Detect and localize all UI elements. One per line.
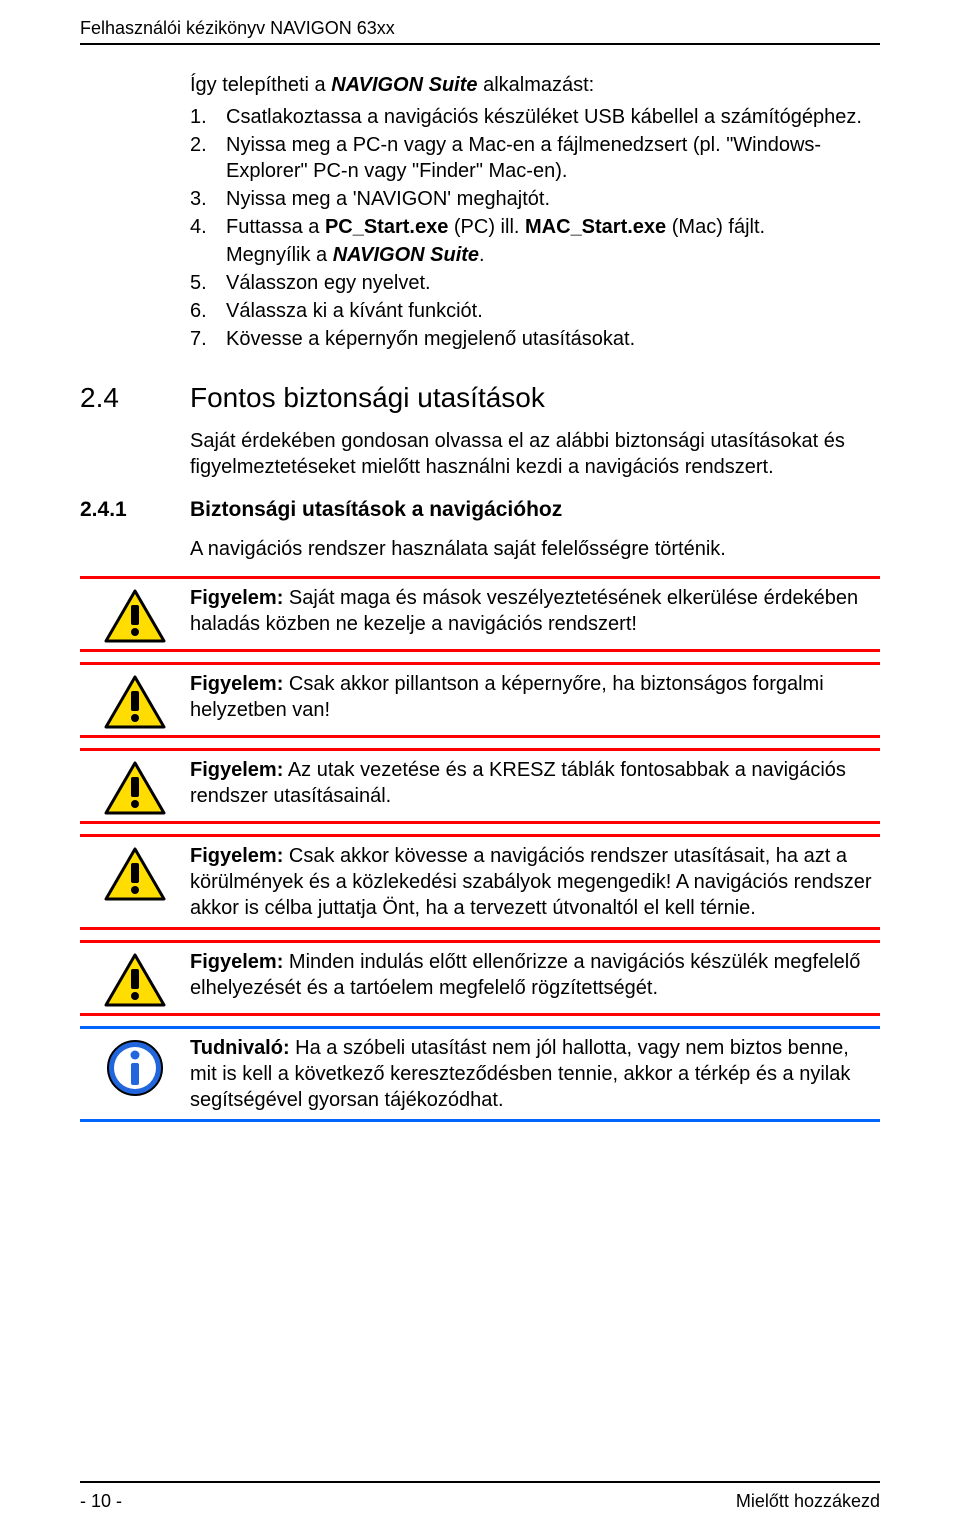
list-item: 2.Nyissa meg a PC-n vagy a Mac-en a fájl… xyxy=(190,132,880,184)
step-text: Válassza ki a kívánt funkciót. xyxy=(226,298,880,324)
warning-triangle-icon xyxy=(80,757,190,815)
subsection-title: Biztonsági utasítások a navigációhoz xyxy=(190,498,562,522)
list-item: 5.Válasszon egy nyelvet. xyxy=(190,270,880,296)
step-number: 6. xyxy=(190,298,226,324)
list-item: 6.Válassza ki a kívánt funkciót. xyxy=(190,298,880,324)
step-text: Megnyílik a NAVIGON Suite. xyxy=(226,242,880,268)
warning-box: Figyelem: Az utak vezetése és a KRESZ tá… xyxy=(80,748,880,824)
page-number: - 10 - xyxy=(80,1491,122,1512)
warning-triangle-icon xyxy=(80,843,190,901)
step-number: 1. xyxy=(190,104,226,130)
step-text: Futtassa a PC_Start.exe (PC) ill. MAC_St… xyxy=(226,214,880,240)
info-box: Tudnivaló: Ha a szóbeli utasítást nem jó… xyxy=(80,1026,880,1122)
warning-box: Figyelem: Csak akkor pillantson a képern… xyxy=(80,662,880,738)
warning-text: Figyelem: Minden indulás előtt ellenőriz… xyxy=(190,949,880,1001)
section-title: Fontos biztonsági utasítások xyxy=(190,382,545,414)
warning-text: Figyelem: Csak akkor pillantson a képern… xyxy=(190,671,880,723)
step-number: 5. xyxy=(190,270,226,296)
steps-list: 1.Csatlakoztassa a navigációs készüléket… xyxy=(190,104,880,352)
step-number: 7. xyxy=(190,326,226,352)
warning-text: Figyelem: Saját maga és mások veszélyezt… xyxy=(190,585,880,637)
warning-box: Figyelem: Saját maga és mások veszélyezt… xyxy=(80,576,880,652)
step-text: Válasszon egy nyelvet. xyxy=(226,270,880,296)
intro-text-post: alkalmazást: xyxy=(478,74,595,96)
section-heading: 2.4 Fontos biztonsági utasítások xyxy=(80,382,880,414)
list-item: Megnyílik a NAVIGON Suite. xyxy=(190,242,880,268)
step-text: Nyissa meg a 'NAVIGON' meghajtót. xyxy=(226,186,880,212)
subsection-heading: 2.4.1 Biztonsági utasítások a navigációh… xyxy=(80,498,880,522)
footer-right-text: Mielőtt hozzákezd xyxy=(736,1491,880,1512)
step-number xyxy=(190,242,226,268)
step-text: Nyissa meg a PC-n vagy a Mac-en a fájlme… xyxy=(226,132,880,184)
list-item: 7.Kövesse a képernyőn megjelenő utasítás… xyxy=(190,326,880,352)
section-number: 2.4 xyxy=(80,382,190,414)
intro-text-pre: Így telepítheti a xyxy=(190,74,331,96)
step-text: Csatlakoztassa a navigációs készüléket U… xyxy=(226,104,880,130)
step-number: 2. xyxy=(190,132,226,184)
warning-text: Figyelem: Csak akkor kövesse a navigáció… xyxy=(190,843,880,921)
list-item: 1.Csatlakoztassa a navigációs készüléket… xyxy=(190,104,880,130)
warning-triangle-icon xyxy=(80,585,190,643)
warning-box: Figyelem: Csak akkor kövesse a navigáció… xyxy=(80,834,880,930)
warning-box: Figyelem: Minden indulás előtt ellenőriz… xyxy=(80,940,880,1016)
footer-rule xyxy=(80,1481,880,1483)
document-page: Felhasználói kézikönyv NAVIGON 63xx Így … xyxy=(0,0,960,1540)
intro-bold: NAVIGON Suite xyxy=(331,74,477,96)
warning-triangle-icon xyxy=(80,949,190,1007)
page-footer: - 10 - Mielőtt hozzákezd xyxy=(80,1481,880,1512)
header-title: Felhasználói kézikönyv NAVIGON 63xx xyxy=(80,18,880,39)
list-item: 4.Futtassa a PC_Start.exe (PC) ill. MAC_… xyxy=(190,214,880,240)
info-circle-icon xyxy=(80,1035,190,1097)
header-rule xyxy=(80,43,880,45)
section-paragraph: Saját érdekében gondosan olvassa el az a… xyxy=(190,428,880,480)
step-number: 4. xyxy=(190,214,226,240)
list-item: 3.Nyissa meg a 'NAVIGON' meghajtót. xyxy=(190,186,880,212)
intro-paragraph: Így telepítheti a NAVIGON Suite alkalmaz… xyxy=(190,73,880,98)
step-number: 3. xyxy=(190,186,226,212)
subsection-paragraph: A navigációs rendszer használata saját f… xyxy=(190,536,880,562)
warning-text: Figyelem: Az utak vezetése és a KRESZ tá… xyxy=(190,757,880,809)
info-text: Tudnivaló: Ha a szóbeli utasítást nem jó… xyxy=(190,1035,880,1113)
step-text: Kövesse a képernyőn megjelenő utasítások… xyxy=(226,326,880,352)
warning-triangle-icon xyxy=(80,671,190,729)
subsection-number: 2.4.1 xyxy=(80,498,190,522)
